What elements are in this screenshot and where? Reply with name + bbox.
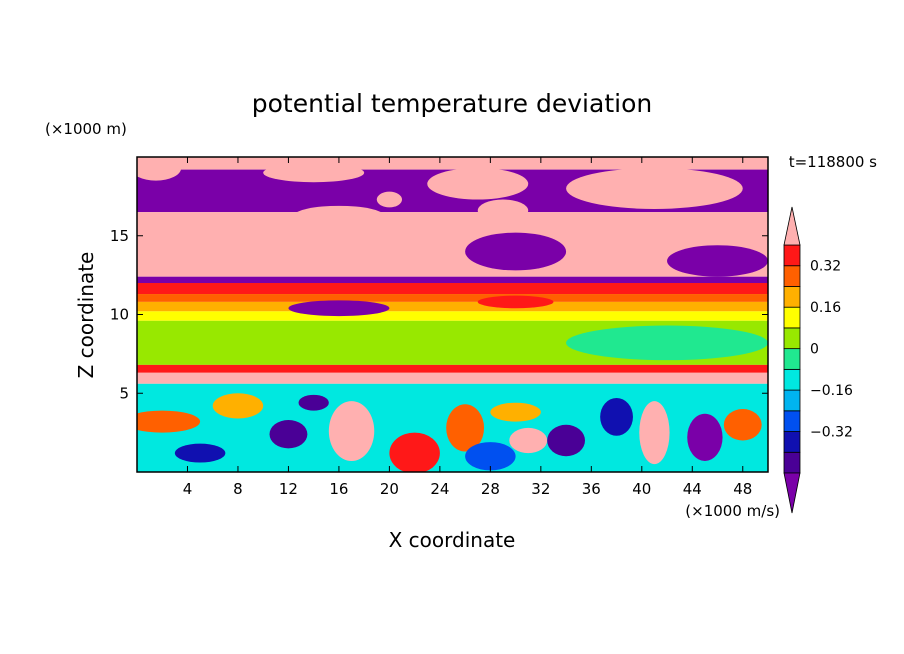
colorbar: 0.32 0.16 0 −0.16 −0.32: [783, 206, 853, 514]
x-tick-label: 8: [233, 480, 243, 498]
contour-cell: [490, 402, 541, 422]
x-tick-label: 48: [733, 480, 752, 498]
contour-band: [137, 157, 768, 170]
x-axis-unit: (×1000 m/s): [685, 502, 780, 520]
contour-field: [137, 157, 768, 472]
contour-band: [137, 276, 768, 283]
x-tick-label: 24: [430, 480, 449, 498]
y-tick-label: 10: [110, 306, 129, 324]
contour-cell: [137, 410, 201, 433]
x-tick-label: 28: [481, 480, 500, 498]
colorbar-segment: [783, 451, 801, 474]
colorbar-tick-label: −0.32: [810, 425, 853, 441]
contour-cell: [389, 432, 440, 472]
x-tick-label: 44: [683, 480, 702, 498]
contour-band: [137, 364, 768, 373]
contour-cell: [328, 401, 375, 461]
contour-cell: [465, 232, 567, 271]
colorbar-segment: [783, 327, 801, 350]
contour-cell: [263, 163, 365, 183]
colorbar-segment: [783, 348, 801, 370]
colorbar-segment: [783, 306, 801, 329]
x-tick-label: 16: [329, 480, 348, 498]
contour-cell: [269, 420, 308, 449]
contour-band: [137, 301, 768, 312]
colorbar-segment: [783, 244, 801, 267]
colorbar-bottom-arrow: [783, 472, 801, 514]
y-axis-ticks: 5 10 15: [110, 227, 768, 402]
y-tick-label: 5: [119, 384, 129, 402]
contour-cell: [566, 168, 743, 209]
contour-cell: [477, 199, 529, 222]
colorbar-tick-label: 0.32: [810, 259, 841, 275]
colorbar-segment: [783, 265, 801, 287]
contour-cell: [376, 191, 403, 208]
colorbar-tick-label: −0.16: [810, 383, 853, 399]
contour-cell: [288, 300, 390, 317]
contour-band: [137, 212, 768, 277]
contour-cell: [446, 404, 485, 452]
contour-band: [137, 372, 768, 384]
contour-cell: [465, 442, 516, 471]
contour-cell: [687, 413, 723, 461]
contour-band: [137, 311, 768, 321]
contour-cell: [427, 168, 529, 200]
colorbar-tick-label: 0: [810, 342, 819, 358]
time-label: t=118800 s: [789, 153, 877, 171]
y-axis-unit: (×1000 m): [45, 120, 127, 138]
contour-cell: [667, 245, 768, 277]
contour-cell: [566, 325, 768, 361]
x-tick-label: 12: [279, 480, 298, 498]
x-tick-label: 20: [380, 480, 399, 498]
contour-band: [137, 294, 768, 302]
contour-cell: [294, 205, 384, 225]
y-tick-label: 15: [110, 227, 129, 245]
colorbar-segment: [783, 410, 801, 432]
x-tick-label: 4: [183, 480, 193, 498]
colorbar-segment: [783, 286, 801, 308]
contour-cell: [298, 394, 329, 411]
contour-cell: [477, 295, 554, 309]
contour-cell: [509, 427, 548, 454]
colorbar-top-arrow: [783, 206, 801, 246]
contour-cell: [723, 409, 762, 441]
contour-cell: [212, 393, 264, 419]
colorbar-segment: [783, 389, 801, 412]
colorbar-tick-label: 0.16: [810, 300, 841, 316]
x-tick-label: 32: [531, 480, 550, 498]
chart-title: potential temperature deviation: [252, 89, 652, 118]
contour-cell: [600, 397, 633, 436]
colorbar-segment: [783, 431, 801, 453]
contour-cell: [137, 157, 182, 181]
x-tick-label: 36: [582, 480, 601, 498]
x-axis-label: X coordinate: [389, 528, 516, 552]
x-tick-label: 40: [632, 480, 651, 498]
x-axis-ticks: 4 8 12 16 20 24 28 32 36 40 44 48: [183, 157, 752, 498]
colorbar-segment: [783, 368, 801, 391]
y-axis-label: Z coordinate: [74, 252, 98, 379]
contour-cell: [639, 401, 670, 465]
contour-band: [137, 283, 768, 295]
contour-cell: [547, 424, 586, 457]
contour-cell: [174, 443, 226, 463]
